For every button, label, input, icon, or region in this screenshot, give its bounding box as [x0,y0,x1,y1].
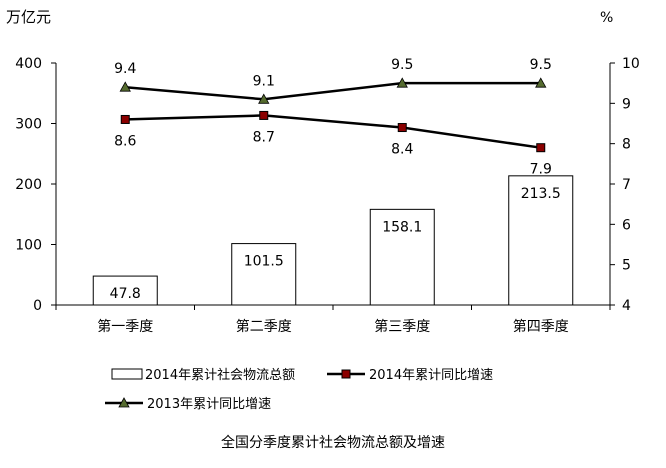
x-tick-label: 第三季度 [374,318,430,335]
legend-2013-marker [118,397,130,408]
y-right-tick-label: 10 [622,56,640,72]
series-2013-marker [119,81,131,92]
series-2014-line [125,114,541,149]
y-right-tick-label: 8 [622,137,631,153]
legend-bar-swatch [111,368,143,380]
series-2013-data-label: 9.5 [530,57,552,73]
series-2013-data-label: 9.4 [114,61,136,77]
series-2013-data-label: 9.5 [391,57,413,73]
line-series: 9.4 9.1 9.5 9.5 8.6 8.7 8.4 7.9 [114,57,552,178]
y-right-tick-label: 7 [622,177,631,193]
series-2014-marker [536,143,546,153]
series-2014-data-label: 8.7 [253,129,275,145]
series-2013-data-label: 9.1 [253,73,275,89]
legend-2014-marker [341,369,351,379]
bar-series: 47.8 101.5 158.1 213.5 [92,175,574,306]
series-2014-data-label: 7.9 [530,162,552,178]
y-axis-left-unit: 万亿元 [6,8,51,26]
series-2014-data-label: 8.6 [114,133,136,149]
y-left-tick-label: 400 [15,56,42,72]
bar [508,175,574,306]
series-2014-marker [397,123,407,133]
x-tick-label: 第四季度 [513,318,569,335]
series-2013-marker [535,77,547,88]
y-left-tick-label: 0 [33,298,42,314]
y-right-tick-label: 9 [622,96,631,112]
y-axis-right-unit: % [600,10,613,26]
series-2014-marker [120,114,130,124]
bar-data-label: 101.5 [244,254,284,270]
y-left-tick-label: 300 [15,117,42,133]
y-right-tick-label: 4 [622,298,631,314]
series-2013-line [125,81,541,101]
chart-axes: 万亿元 % 0 100 200 300 400 4 5 6 7 8 9 10 第一季度 第二季度 第三季度 第四季… [6,8,640,335]
bar-data-label: 47.8 [110,286,141,302]
bar [369,208,435,306]
bar-data-label: 213.5 [521,186,561,202]
x-tick-label: 第二季度 [236,318,292,335]
legend-label: 2014年累计同比增速 [369,368,493,383]
bar [92,275,158,306]
series-2014-data-label: 8.4 [391,142,413,158]
y-left-tick-label: 100 [15,238,42,254]
legend-label: 2013年累计同比增速 [147,397,271,412]
legend-label: 2014年累计社会物流总额 [145,367,295,383]
chart-legend: 2014年累计社会物流总额 2014年累计同比增速 2013年累计同比增速 [105,367,493,412]
bar-data-label: 158.1 [382,219,422,235]
chart-caption: 全国分季度累计社会物流总额及增速 [221,435,445,451]
series-2013-marker [258,93,270,104]
y-right-tick-label: 5 [622,258,631,274]
y-right-tick-label: 6 [622,217,631,233]
series-2014-marker [259,110,269,120]
x-tick-label: 第一季度 [97,318,153,335]
series-2013-marker [396,77,408,88]
y-left-tick-label: 200 [15,177,42,193]
bar [231,243,297,306]
